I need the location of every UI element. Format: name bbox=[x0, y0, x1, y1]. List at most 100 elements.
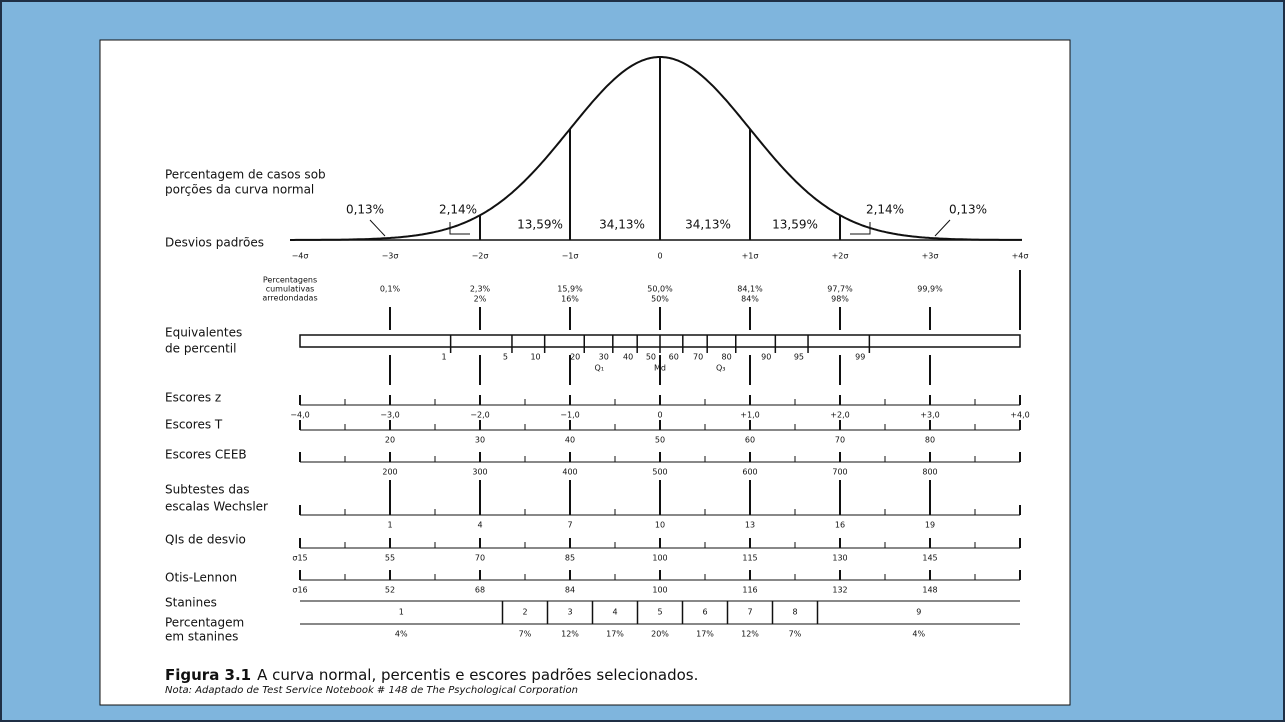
caption-text: A curva normal, percentis e escores padr… bbox=[257, 666, 698, 684]
scale-label: Escores T bbox=[165, 418, 223, 432]
scale-tick-label: 130 bbox=[832, 554, 847, 563]
cumulative-label: cumulativas bbox=[266, 285, 315, 294]
scale-label: escalas Wechsler bbox=[165, 500, 268, 514]
scale-tick-label: 68 bbox=[475, 586, 485, 595]
curve-percentage: 2,14% bbox=[439, 203, 477, 217]
scale-tick-label: 100 bbox=[652, 554, 667, 563]
scale-tick-label: 400 bbox=[562, 468, 577, 477]
scale-tick-label: 1 bbox=[387, 521, 392, 530]
sigma-tick: −2σ bbox=[472, 252, 489, 261]
cumulative-value: 2,3% bbox=[470, 285, 491, 294]
stanine-value: 1 bbox=[399, 608, 404, 617]
scale-tick-label: 600 bbox=[742, 468, 757, 477]
scale-tick-label: 800 bbox=[922, 468, 937, 477]
stanine-percentage: 7% bbox=[519, 630, 532, 639]
sigma-tick: +1σ bbox=[742, 252, 759, 261]
scale-tick-label: 70 bbox=[835, 436, 845, 445]
stanine-percentage: 17% bbox=[606, 630, 624, 639]
cumulative-rounded: 2% bbox=[474, 295, 487, 304]
cumulative-label: Percentagens bbox=[263, 276, 317, 285]
scale-tick-label: 84 bbox=[565, 586, 575, 595]
curve-percentage: 0,13% bbox=[346, 203, 384, 217]
sigma-tick: +4σ bbox=[1012, 252, 1029, 261]
scale-tick-label: +3,0 bbox=[920, 411, 939, 420]
scale-unit: σ15 bbox=[292, 554, 307, 563]
percentile-label: de percentil bbox=[165, 342, 236, 356]
percentile-value: 80 bbox=[722, 353, 732, 362]
stanine-value: 4 bbox=[612, 608, 617, 617]
scale-tick-label: 115 bbox=[742, 554, 757, 563]
quartile: Q₃ bbox=[716, 364, 726, 373]
stanine-value: 6 bbox=[702, 608, 707, 617]
stanine-percent-label: em stanines bbox=[165, 630, 238, 644]
scale-tick-label: 55 bbox=[385, 554, 395, 563]
percentile-value: 50 bbox=[646, 353, 656, 362]
percentile-value: 90 bbox=[761, 353, 771, 362]
percentile-value: 60 bbox=[669, 353, 679, 362]
scale-tick-label: 16 bbox=[835, 521, 845, 530]
arrow bbox=[850, 222, 871, 235]
percentile-label: Equivalentes bbox=[165, 326, 242, 340]
scale-tick-label: 30 bbox=[475, 436, 485, 445]
caption: Figura 3.1 A curva normal, percentis e es… bbox=[165, 666, 698, 684]
stanine-percentage: 7% bbox=[789, 630, 802, 639]
stanine-percentage: 12% bbox=[741, 630, 759, 639]
arrow bbox=[934, 219, 951, 237]
scale-tick-label: 40 bbox=[565, 436, 575, 445]
cumulative-label: arredondadas bbox=[262, 294, 317, 303]
sigma-tick: −4σ bbox=[292, 252, 309, 261]
curve-label: porções da curva normal bbox=[165, 183, 314, 197]
sigma-tick: −3σ bbox=[382, 252, 399, 261]
percentile-value: 95 bbox=[794, 353, 804, 362]
stanine-label: Stanines bbox=[165, 596, 217, 610]
sigma-tick: −1σ bbox=[562, 252, 579, 261]
cumulative-value: 97,7% bbox=[827, 285, 853, 294]
quartile: Q₁ bbox=[595, 364, 605, 373]
scale-tick-label: −2,0 bbox=[470, 411, 489, 420]
arrow bbox=[369, 219, 386, 237]
scale-tick-label: 13 bbox=[745, 521, 755, 530]
stanine-value: 2 bbox=[522, 608, 527, 617]
cumulative-value: 99,9% bbox=[917, 285, 943, 294]
percentile-value: 5 bbox=[503, 353, 508, 362]
cumulative-value: 50,0% bbox=[647, 285, 673, 294]
percentile-value: 30 bbox=[599, 353, 609, 362]
stanine-value: 3 bbox=[567, 608, 572, 617]
scale-tick-label: 700 bbox=[832, 468, 847, 477]
curve-label: Percentagem de casos sob bbox=[165, 168, 326, 182]
stanine-value: 9 bbox=[916, 608, 921, 617]
stanine-percentage: 20% bbox=[651, 630, 669, 639]
sigma-tick: +3σ bbox=[922, 252, 939, 261]
percentile-value: 10 bbox=[530, 353, 540, 362]
scale-unit: σ16 bbox=[292, 586, 307, 595]
stanine-percentage: 12% bbox=[561, 630, 579, 639]
cumulative-rounded: 84% bbox=[741, 295, 759, 304]
scale-tick-label: 132 bbox=[832, 586, 847, 595]
scale-label: Escores z bbox=[165, 391, 221, 405]
scale-tick-label: +1,0 bbox=[740, 411, 759, 420]
scale-tick-label: +4,0 bbox=[1010, 411, 1029, 420]
figure-number: Figura 3.1 bbox=[165, 666, 251, 684]
percentile-value: 40 bbox=[623, 353, 633, 362]
curve-percentage: 13,59% bbox=[517, 218, 563, 232]
scale-tick-label: 500 bbox=[652, 468, 667, 477]
scale-tick-label: 52 bbox=[385, 586, 395, 595]
scale-tick-label: 300 bbox=[472, 468, 487, 477]
scale-label: Escores CEEB bbox=[165, 448, 247, 462]
curve-percentage: 34,13% bbox=[685, 218, 731, 232]
cumulative-rounded: 98% bbox=[831, 295, 849, 304]
scale-label: Subtestes das bbox=[165, 483, 250, 497]
curve-percentage: 13,59% bbox=[772, 218, 818, 232]
stanine-value: 8 bbox=[792, 608, 797, 617]
percentile-value: 70 bbox=[693, 353, 703, 362]
scale-tick-label: −4,0 bbox=[290, 411, 309, 420]
scale-tick-label: 148 bbox=[922, 586, 937, 595]
scale-tick-label: 7 bbox=[567, 521, 572, 530]
scale-tick-label: 0 bbox=[657, 411, 662, 420]
stanine-percent-label: Percentagem bbox=[165, 616, 244, 630]
percentile-value: 99 bbox=[855, 353, 865, 362]
sigma-tick: 0 bbox=[657, 252, 662, 261]
cumulative-value: 84,1% bbox=[737, 285, 763, 294]
